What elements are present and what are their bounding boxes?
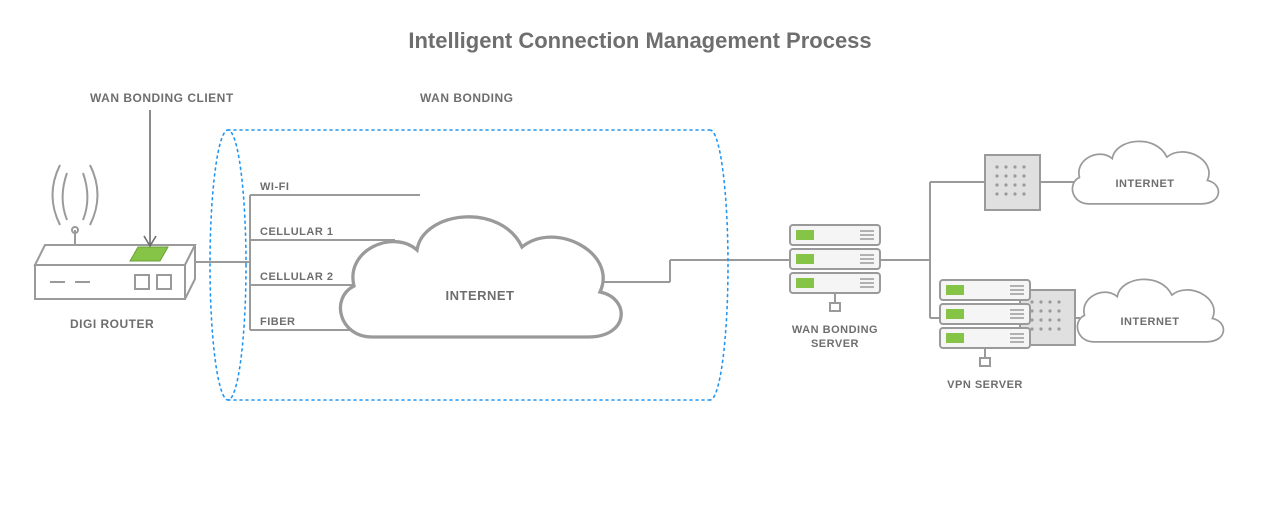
internet-cloud-top [1072,141,1218,203]
vpn-server-icon [940,280,1030,366]
cellular2-label: CELLULAR 2 [260,271,333,283]
wan-client-arrow [144,110,156,246]
internet-bottom-label: INTERNET [1121,316,1180,328]
cellular1-label: CELLULAR 1 [260,226,333,238]
wifi-label: WI-FI [260,181,289,193]
diagram-title: Intelligent Connection Management Proces… [0,28,1280,54]
vpn-server-label: VPN SERVER [947,379,1023,391]
internet-top-label: INTERNET [1116,178,1175,190]
internet-main-label: INTERNET [446,288,515,303]
firewall-top-icon [985,155,1040,210]
wan-bonding-server-label-1: WAN BONDINGSERVER [792,324,878,350]
digi-router-label: DIGI ROUTER [70,317,154,331]
wan-bonding-label: WAN BONDING [420,91,514,105]
diagram-svg: WAN BONDING CLIENT WAN BONDING DIGI ROUT… [0,0,1280,501]
diagram-stage: Intelligent Connection Management Proces… [0,0,1280,501]
wan-bonding-server-icon [790,225,880,311]
fiber-label: FIBER [260,316,296,328]
digi-router-icon [35,165,195,299]
internet-cloud-main [340,217,621,337]
wan-bonding-client-label: WAN BONDING CLIENT [90,91,234,105]
internet-cloud-bottom [1077,279,1223,341]
